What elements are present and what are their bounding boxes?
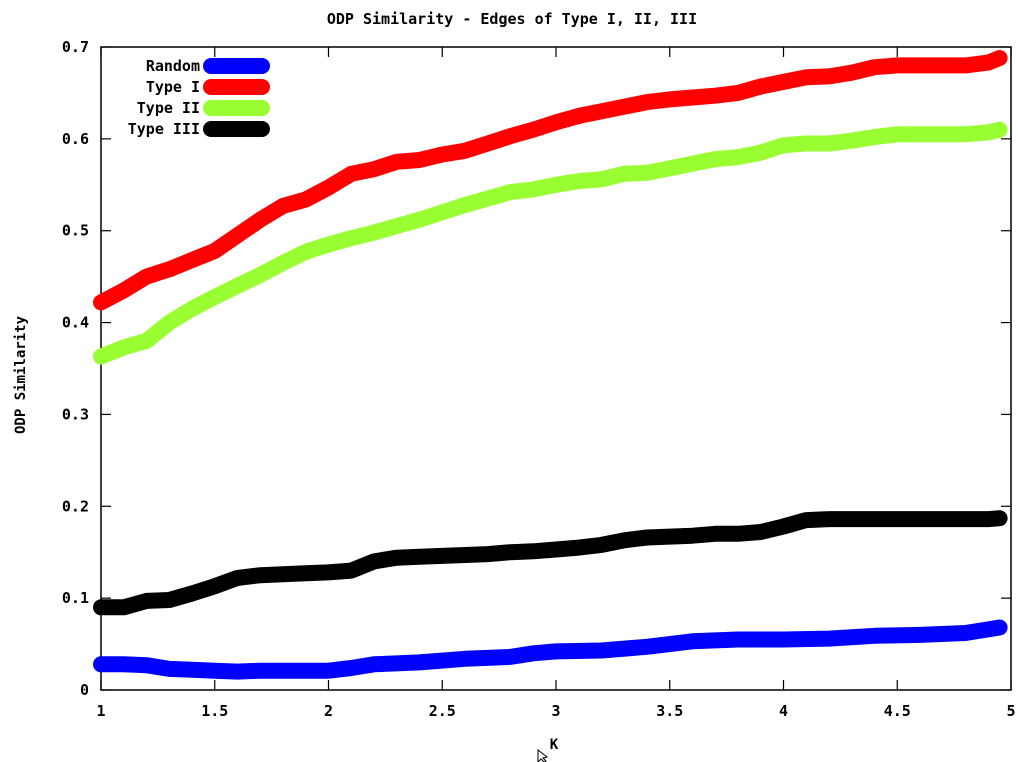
- x-tick-label: 3: [551, 702, 560, 720]
- x-tick-label: 3.5: [656, 702, 683, 720]
- x-axis-label: K: [550, 737, 559, 753]
- x-tick-label: 5: [1006, 702, 1015, 720]
- y-tick-label: 0.7: [62, 38, 89, 56]
- series-line-1: [93, 50, 1008, 311]
- y-tick-label: 0.6: [62, 130, 89, 148]
- y-tick-label: 0: [80, 681, 89, 699]
- legend-label: Type II: [137, 99, 200, 117]
- y-tick-label: 0.4: [62, 314, 89, 332]
- x-tick-label: 1.5: [201, 702, 228, 720]
- legend-label: Random: [146, 57, 200, 75]
- y-tick-label: 0.1: [62, 589, 89, 607]
- y-axis: 0 0.1 0.2 0.3 0.4 0.5 0.6 0.7: [62, 38, 1011, 699]
- series-layer: [93, 50, 1008, 680]
- y-axis-label: ODP Similarity: [13, 315, 29, 434]
- x-tick-label: 2: [324, 702, 333, 720]
- y-tick-label: 0.3: [62, 405, 89, 423]
- y-tick-label: 0.5: [62, 222, 89, 240]
- x-tick-label: 4: [779, 702, 788, 720]
- x-tick-label: 1: [96, 702, 105, 720]
- series-line-2: [93, 121, 1008, 365]
- legend-label: Type III: [128, 120, 200, 138]
- y-tick-label: 0.2: [62, 497, 89, 515]
- x-axis: 1 1.5 2 2.5 3 3.5 4 4.5 5: [96, 47, 1016, 720]
- legend-label: Type I: [146, 78, 200, 96]
- legend: Random Type I Type II Type III: [128, 57, 270, 138]
- x-tick-label: 4.5: [884, 702, 911, 720]
- series-line-0: [93, 619, 1008, 680]
- chart-title: ODP Similarity - Edges of Type I, II, II…: [327, 10, 697, 28]
- mouse-cursor-icon: [537, 748, 549, 762]
- x-tick-label: 2.5: [429, 702, 456, 720]
- series-line-3: [93, 510, 1008, 616]
